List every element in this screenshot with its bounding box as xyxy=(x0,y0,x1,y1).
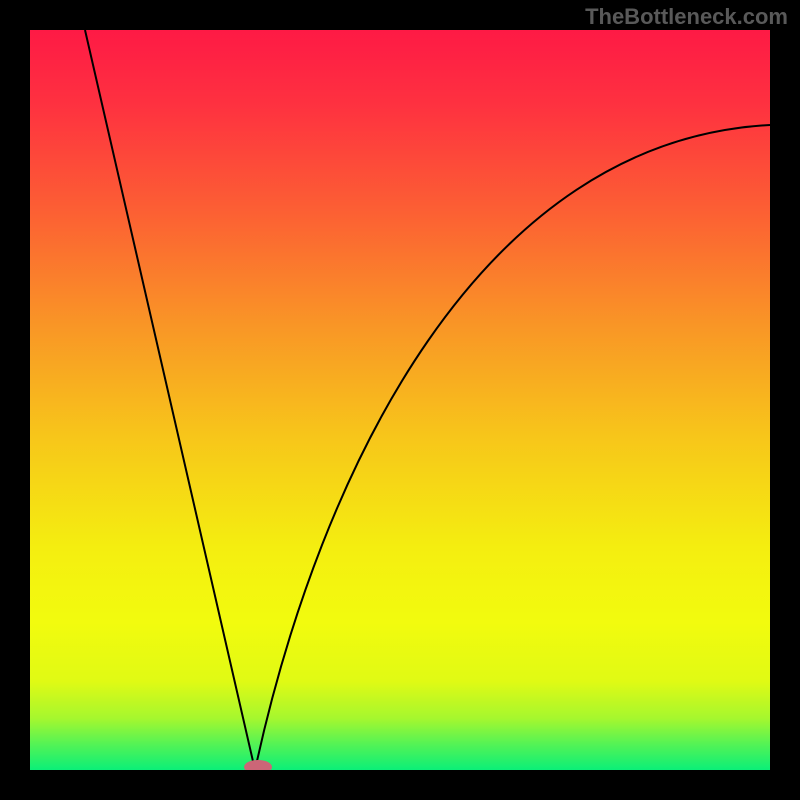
watermark-text: TheBottleneck.com xyxy=(585,4,788,30)
chart-svg xyxy=(0,0,800,800)
chart-gradient-background xyxy=(30,30,770,770)
bottleneck-chart: TheBottleneck.com xyxy=(0,0,800,800)
